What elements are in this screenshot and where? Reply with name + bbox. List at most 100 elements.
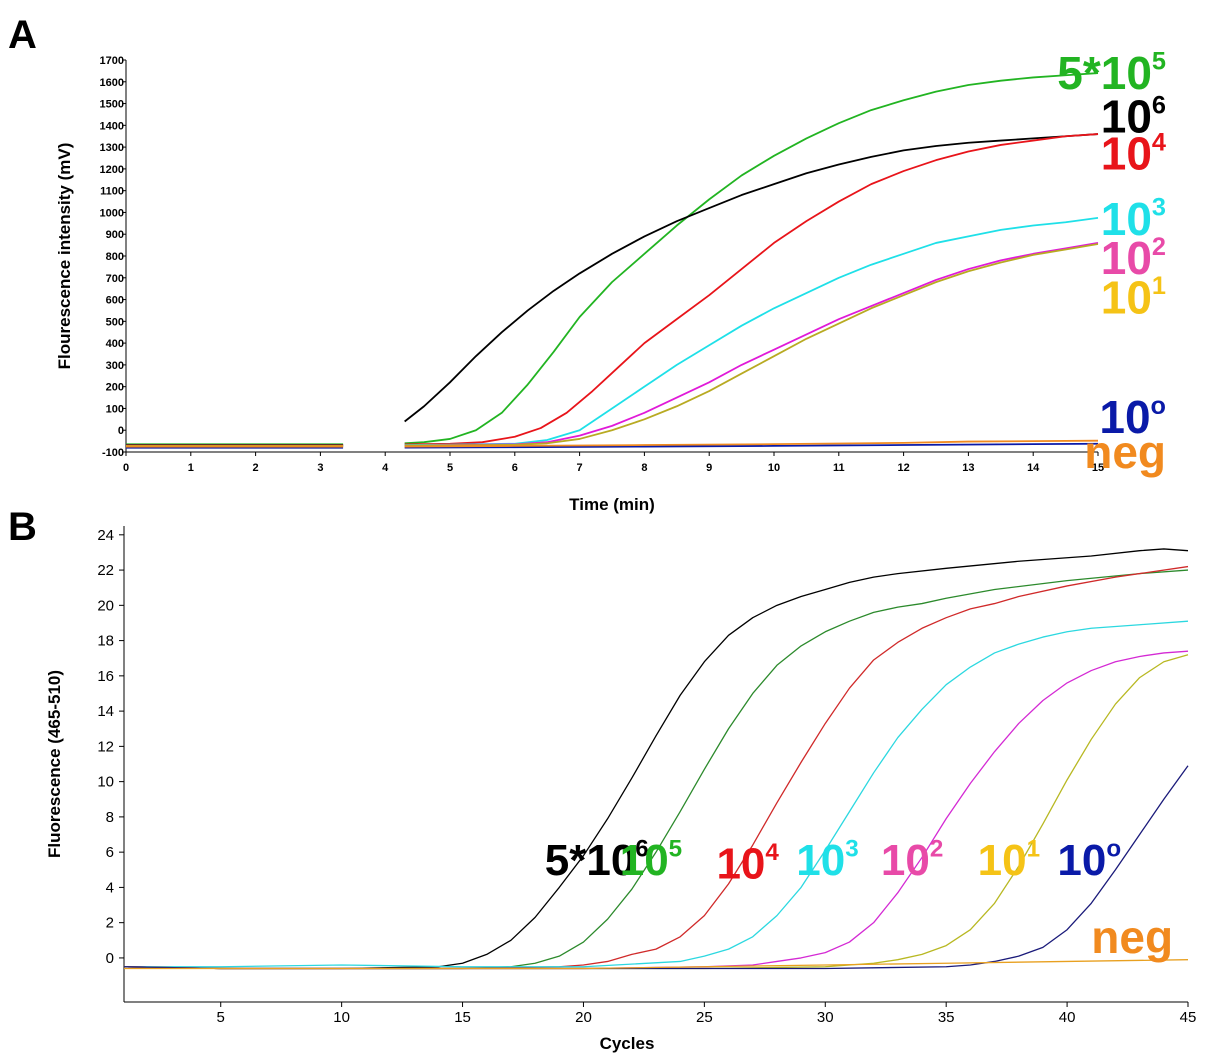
b-series-label: 10o (1057, 836, 1121, 885)
b-series-label-superscript: 3 (845, 836, 858, 863)
a-y-tick-label: 0 (118, 425, 124, 437)
a-y-tick-label: 600 (106, 295, 124, 307)
b-y-tick-label: 12 (97, 738, 114, 755)
a-series-line (404, 439, 1099, 448)
b-x-tick-label: 25 (696, 1009, 713, 1026)
a-x-tick-label: 3 (317, 462, 323, 474)
a-y-tick-label: 500 (106, 316, 124, 328)
b-x-tick-label: 5 (217, 1009, 225, 1026)
a-series-label-superscript: 1 (1152, 272, 1166, 300)
b-series-label: 104 (716, 839, 779, 888)
a-series-label-superscript: 5 (1152, 48, 1166, 76)
a-y-tick-label: 1500 (100, 99, 124, 111)
a-series-label: 104 (1101, 128, 1166, 180)
a-series-label: 106 (1101, 91, 1166, 143)
b-series-label-main: 10 (1057, 836, 1106, 885)
b-x-axis-title: Cycles (600, 1034, 655, 1053)
b-series-label-superscript: 5 (669, 836, 682, 863)
b-series-label: 101 (978, 836, 1040, 885)
panel-b-letter: B (8, 505, 37, 549)
b-series-line (123, 569, 1189, 970)
a-series-label: 5*105 (1057, 47, 1166, 99)
b-y-tick-label: 24 (97, 527, 114, 544)
a-series-label-main: 10 (1099, 391, 1150, 443)
b-series-line (124, 959, 1189, 970)
panel-a-letter: A (8, 13, 37, 57)
a-series-line (404, 133, 1099, 423)
a-x-tick-label: 7 (577, 462, 583, 474)
b-x-tick-label: 20 (575, 1009, 592, 1026)
b-y-tick-label: 8 (106, 809, 114, 826)
a-y-tick-label: 400 (106, 338, 124, 350)
b-x-tick-label: 35 (938, 1009, 955, 1026)
a-y-tick-label: 1700 (100, 55, 124, 67)
b-x-tick-label: 30 (817, 1009, 834, 1026)
a-series-line (404, 243, 1099, 447)
a-y-tick-label: 900 (106, 229, 124, 241)
a-series-label: 10o (1099, 391, 1166, 443)
b-series-label: 105 (620, 836, 682, 885)
b-series-label-main: 5*10 (545, 836, 636, 885)
a-y-tick-label: 1100 (100, 186, 124, 198)
b-series-label-superscript: 1 (1027, 836, 1040, 863)
a-y-tick-label: 700 (106, 273, 124, 285)
b-y-tick-label: 20 (97, 597, 114, 614)
b-y-tick-label: 16 (97, 668, 114, 685)
a-series-label-main: 10 (1101, 128, 1152, 180)
b-y-tick-label: 4 (106, 879, 114, 896)
b-series-label-main: 10 (881, 836, 930, 885)
b-series-line (123, 548, 1189, 970)
b-x-tick-label: 45 (1180, 1009, 1197, 1026)
a-series-label-main: 10 (1101, 193, 1152, 245)
a-series-label: 102 (1101, 232, 1166, 284)
a-x-tick-label: 10 (768, 462, 780, 474)
a-y-tick-label: 200 (106, 382, 124, 394)
b-series-label: 103 (796, 836, 858, 885)
b-series-label-superscript: o (1106, 836, 1121, 863)
a-x-tick-label: 2 (253, 462, 259, 474)
a-series-label-main: neg (1084, 426, 1166, 478)
b-series-label-superscript: 4 (765, 839, 779, 866)
b-x-tick-label: 10 (333, 1009, 350, 1026)
a-x-tick-label: 12 (897, 462, 909, 474)
a-y-tick-label: 800 (106, 251, 124, 263)
a-y-tick-label: 1400 (100, 120, 124, 132)
a-x-tick-label: 6 (512, 462, 518, 474)
b-series-label-superscript: 6 (635, 836, 648, 863)
a-y-tick-label: 1600 (100, 77, 124, 89)
a-y-tick-label: -100 (102, 447, 124, 459)
a-series-label-main: 5*10 (1057, 47, 1152, 99)
b-series-line (123, 654, 1189, 970)
a-series-label-superscript: 2 (1152, 233, 1166, 261)
a-series-label-main: 10 (1101, 91, 1152, 143)
a-y-tick-label: 1200 (100, 164, 124, 176)
b-series-line (123, 650, 1189, 970)
a-x-axis-title: Time (min) (569, 495, 655, 514)
b-x-tick-label: 15 (454, 1009, 471, 1026)
a-x-tick-label: 4 (382, 462, 389, 474)
a-y-tick-label: 100 (106, 403, 124, 415)
b-y-axis-title: Fluorescence (465-510) (45, 670, 64, 858)
a-series-label-superscript: o (1151, 392, 1166, 420)
b-y-tick-label: 10 (97, 774, 114, 791)
b-series-label-main: 10 (620, 836, 669, 885)
a-series-label-main: 10 (1101, 271, 1152, 323)
a-series-line (404, 216, 1099, 446)
a-y-axis-title: Flourescence intensity (mV) (55, 143, 74, 370)
a-y-tick-label: 300 (106, 360, 124, 372)
a-series-line (404, 442, 1099, 449)
a-series-label-superscript: 3 (1152, 194, 1166, 222)
b-series-label: neg (1091, 911, 1173, 963)
a-x-tick-label: 11 (833, 462, 845, 474)
a-x-tick-label: 5 (447, 462, 453, 474)
a-x-tick-label: 15 (1092, 462, 1104, 474)
b-x-tick-label: 40 (1059, 1009, 1076, 1026)
a-series-label-superscript: 6 (1152, 91, 1166, 119)
a-series-label-superscript: 4 (1152, 128, 1166, 156)
a-series-label: 101 (1101, 271, 1166, 323)
b-series-label: 5*106 (545, 836, 649, 885)
b-y-tick-label: 22 (97, 562, 114, 579)
a-series-line (404, 72, 1099, 445)
